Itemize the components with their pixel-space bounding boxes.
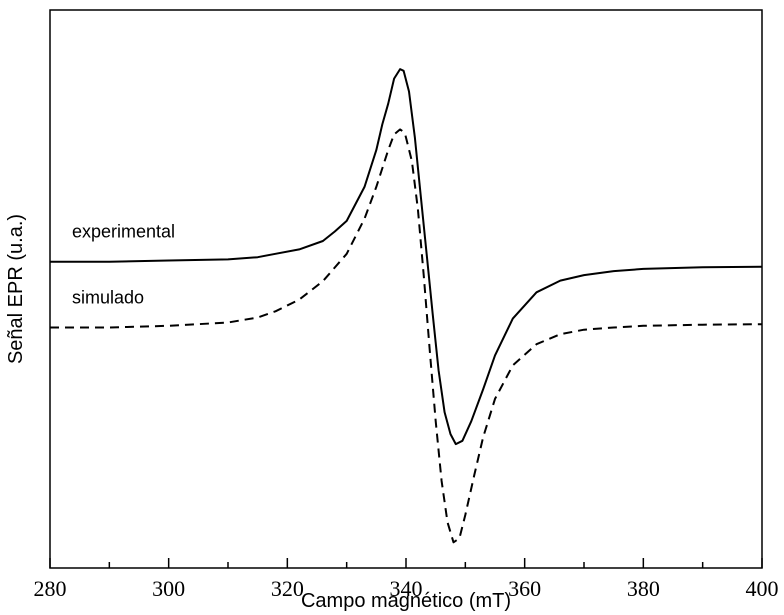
plot-frame — [49, 9, 763, 569]
series-line-experimental — [50, 68, 763, 446]
x-tick-label: 360 — [508, 576, 541, 601]
x-tick-label: 380 — [627, 576, 660, 601]
x-axis-ticks — [49, 558, 763, 568]
x-tick-label: 320 — [271, 576, 304, 601]
x-tick-label: 280 — [34, 576, 67, 601]
series-group — [50, 68, 763, 544]
x-tick-label: 400 — [746, 576, 779, 601]
y-axis-label: Señal EPR (u.a.) — [5, 214, 27, 364]
x-axis-label: Campo magnético (mT) — [301, 590, 511, 612]
annotation-simulado: simulado — [72, 288, 144, 308]
x-axis-tick-labels: 280 300 320 340 360 380 400 — [34, 576, 779, 601]
annotation-experimental: experimental — [72, 222, 175, 242]
series-line-simulado — [50, 128, 763, 544]
x-tick-label: 340 — [390, 576, 423, 601]
x-tick-label: 300 — [152, 576, 185, 601]
